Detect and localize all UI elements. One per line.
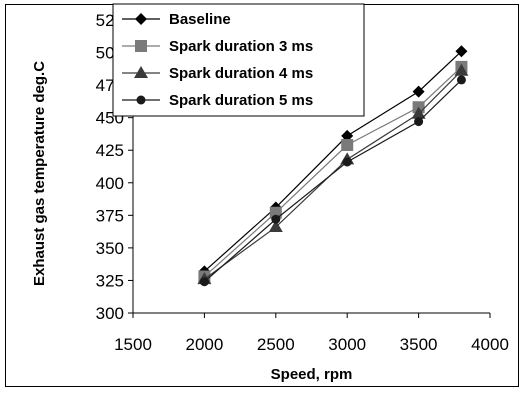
x-tick-label: 3000 — [328, 335, 366, 354]
y-tick-label: 325 — [96, 271, 124, 290]
legend: Baseline Spark duration 3 ms Spark duratio… — [112, 3, 365, 117]
legend-item: Spark duration 5 ms — [122, 92, 313, 109]
x-tick-label: 2500 — [257, 335, 295, 354]
legend-label: Spark duration 5 ms — [169, 92, 313, 109]
legend-marker — [135, 40, 147, 52]
y-tick-label: 375 — [96, 206, 124, 225]
data-point — [341, 139, 354, 152]
data-point — [342, 157, 352, 167]
x-tick-label: 1500 — [114, 335, 152, 354]
legend-item: Spark duration 3 ms — [122, 38, 313, 55]
data-point — [412, 85, 425, 98]
legend-marker — [135, 13, 147, 25]
y-tick-label: 350 — [96, 239, 124, 258]
legend-item: Baseline — [122, 11, 231, 28]
legend-marker — [136, 95, 146, 105]
x-tick-label: 2000 — [185, 335, 223, 354]
legend-label: Spark duration 3 ms — [169, 38, 313, 55]
x-tick-label: 4000 — [471, 335, 509, 354]
data-point — [414, 117, 424, 127]
data-point — [454, 63, 469, 76]
x-tick-label: 3500 — [400, 335, 438, 354]
y-axis-label: Exhaust gas temperature deg.C — [31, 61, 48, 286]
series-4 — [199, 75, 466, 287]
y-tick-label: 400 — [96, 174, 124, 193]
x-tick-labels: 1500 2000 2500 3000 3500 4000 — [114, 335, 509, 354]
x-axis-label: Speed, rpm — [271, 366, 353, 383]
legend-item: Spark duration 4 ms — [122, 65, 313, 82]
legend-label: Baseline — [169, 11, 231, 28]
legend-marker — [134, 66, 148, 78]
legend-box — [112, 3, 365, 117]
data-point — [456, 75, 466, 85]
data-point — [411, 106, 426, 119]
series-group — [197, 45, 469, 287]
y-tick-label: 425 — [96, 141, 124, 160]
y-tick-label: 300 — [96, 304, 124, 323]
data-point — [268, 220, 283, 233]
data-point — [341, 129, 354, 142]
data-point — [271, 214, 281, 224]
data-point — [199, 277, 209, 287]
legend-label: Spark duration 4 ms — [169, 65, 313, 82]
data-point — [269, 206, 282, 219]
data-point — [455, 45, 468, 58]
